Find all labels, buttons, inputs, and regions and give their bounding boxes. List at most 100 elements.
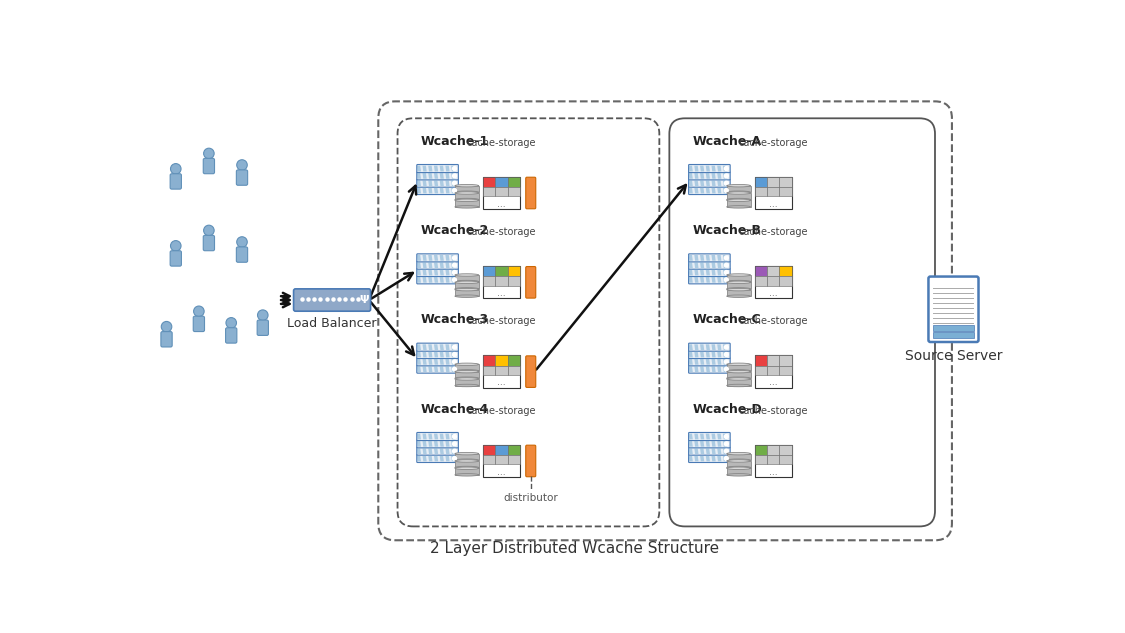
Circle shape bbox=[724, 189, 728, 192]
Text: ...: ... bbox=[770, 289, 777, 298]
Bar bbox=[495, 277, 507, 285]
Bar bbox=[483, 455, 495, 464]
Polygon shape bbox=[416, 359, 421, 365]
Polygon shape bbox=[423, 277, 426, 283]
Polygon shape bbox=[711, 441, 716, 447]
Bar bbox=[933, 332, 974, 338]
Polygon shape bbox=[446, 277, 450, 283]
Ellipse shape bbox=[727, 273, 750, 276]
Ellipse shape bbox=[727, 467, 750, 470]
Polygon shape bbox=[711, 270, 716, 275]
Polygon shape bbox=[700, 173, 704, 179]
Text: ...: ... bbox=[497, 200, 506, 209]
FancyBboxPatch shape bbox=[416, 172, 458, 180]
Polygon shape bbox=[429, 166, 432, 172]
Polygon shape bbox=[446, 441, 450, 447]
Polygon shape bbox=[718, 344, 721, 350]
Polygon shape bbox=[434, 367, 438, 372]
Bar bbox=[507, 455, 520, 464]
Circle shape bbox=[724, 263, 728, 267]
Text: cache-storage: cache-storage bbox=[738, 137, 808, 147]
Bar bbox=[755, 366, 767, 375]
Polygon shape bbox=[723, 456, 727, 461]
Circle shape bbox=[452, 435, 457, 439]
Polygon shape bbox=[434, 262, 438, 268]
Polygon shape bbox=[423, 255, 426, 261]
Polygon shape bbox=[723, 187, 727, 194]
Polygon shape bbox=[711, 434, 716, 439]
Polygon shape bbox=[694, 255, 699, 261]
Bar bbox=[780, 455, 792, 464]
Polygon shape bbox=[423, 448, 426, 454]
Polygon shape bbox=[718, 448, 721, 454]
Circle shape bbox=[452, 263, 457, 267]
Polygon shape bbox=[440, 187, 444, 194]
Bar bbox=[727, 468, 750, 475]
Polygon shape bbox=[688, 270, 693, 275]
Bar bbox=[455, 185, 479, 192]
Text: ...: ... bbox=[497, 289, 506, 298]
Bar bbox=[780, 277, 792, 285]
Circle shape bbox=[161, 322, 172, 332]
FancyBboxPatch shape bbox=[416, 358, 458, 366]
Bar bbox=[455, 379, 479, 385]
Bar bbox=[780, 266, 792, 277]
Polygon shape bbox=[694, 441, 699, 447]
Bar bbox=[755, 445, 767, 455]
Polygon shape bbox=[416, 262, 421, 268]
FancyBboxPatch shape bbox=[688, 268, 730, 277]
FancyBboxPatch shape bbox=[236, 170, 248, 185]
Polygon shape bbox=[718, 277, 721, 283]
Bar bbox=[483, 445, 520, 477]
Polygon shape bbox=[440, 173, 444, 179]
Circle shape bbox=[452, 456, 457, 460]
Polygon shape bbox=[705, 344, 710, 350]
Polygon shape bbox=[700, 351, 704, 358]
Ellipse shape bbox=[455, 363, 479, 366]
Bar bbox=[483, 356, 495, 366]
FancyBboxPatch shape bbox=[688, 432, 730, 441]
Ellipse shape bbox=[727, 363, 750, 366]
Text: Wcache-2: Wcache-2 bbox=[421, 224, 489, 237]
Bar bbox=[755, 356, 767, 366]
Polygon shape bbox=[440, 166, 444, 172]
Text: Wcache-D: Wcache-D bbox=[693, 403, 763, 415]
Polygon shape bbox=[718, 434, 721, 439]
Polygon shape bbox=[434, 180, 438, 186]
Polygon shape bbox=[423, 262, 426, 268]
Polygon shape bbox=[434, 434, 438, 439]
FancyBboxPatch shape bbox=[236, 247, 248, 262]
Polygon shape bbox=[718, 359, 721, 365]
Bar bbox=[933, 325, 974, 331]
Text: Wcache-C: Wcache-C bbox=[693, 313, 762, 326]
Bar bbox=[780, 177, 792, 187]
Polygon shape bbox=[416, 434, 421, 439]
Polygon shape bbox=[416, 277, 421, 283]
Bar bbox=[755, 455, 767, 464]
Polygon shape bbox=[429, 351, 432, 358]
Text: 2 Layer Distributed Wcache Structure: 2 Layer Distributed Wcache Structure bbox=[430, 541, 719, 556]
FancyBboxPatch shape bbox=[170, 251, 181, 266]
Polygon shape bbox=[700, 277, 704, 283]
Ellipse shape bbox=[455, 184, 479, 187]
FancyBboxPatch shape bbox=[161, 332, 172, 347]
Ellipse shape bbox=[727, 280, 750, 283]
Ellipse shape bbox=[727, 184, 750, 187]
Bar bbox=[780, 187, 792, 196]
Polygon shape bbox=[434, 270, 438, 275]
Polygon shape bbox=[451, 456, 456, 461]
Polygon shape bbox=[705, 359, 710, 365]
Bar bbox=[727, 290, 750, 296]
Polygon shape bbox=[700, 344, 704, 350]
Circle shape bbox=[452, 360, 457, 364]
Ellipse shape bbox=[455, 384, 479, 387]
Bar bbox=[727, 193, 750, 199]
FancyBboxPatch shape bbox=[416, 254, 458, 262]
Circle shape bbox=[452, 270, 457, 275]
Polygon shape bbox=[440, 277, 444, 283]
Polygon shape bbox=[705, 351, 710, 358]
Polygon shape bbox=[429, 173, 432, 179]
Polygon shape bbox=[705, 270, 710, 275]
Polygon shape bbox=[694, 448, 699, 454]
Polygon shape bbox=[723, 173, 727, 179]
